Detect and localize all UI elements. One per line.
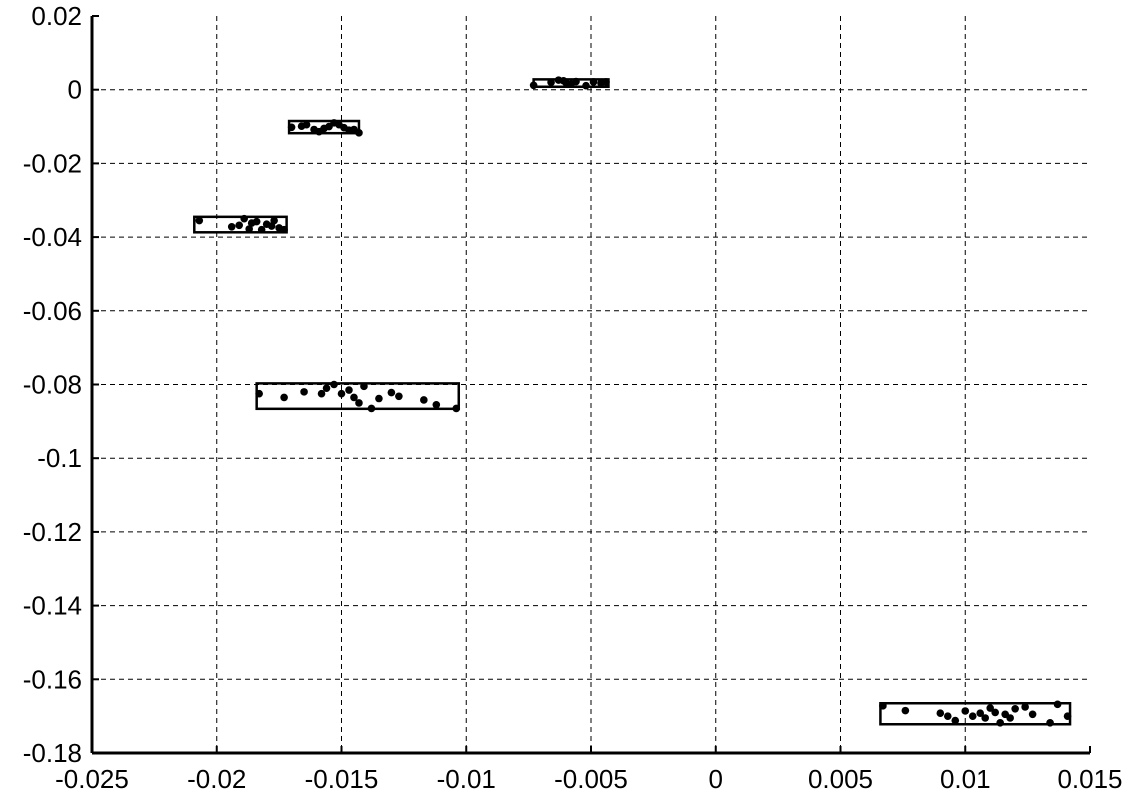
data-point xyxy=(996,718,1004,727)
data-point xyxy=(280,393,288,402)
data-point xyxy=(432,400,441,409)
y-tick-label: -0.08 xyxy=(23,370,82,400)
data-point xyxy=(350,393,358,402)
cluster-boxes xyxy=(193,78,1072,726)
data-point xyxy=(255,389,263,398)
y-tick-label: -0.1 xyxy=(37,443,82,473)
x-tick-label: 0.01 xyxy=(940,764,991,794)
x-tick-label: 0 xyxy=(709,764,723,794)
x-tick-label: 0.005 xyxy=(808,764,873,794)
data-point xyxy=(1028,710,1037,719)
data-point xyxy=(355,399,363,407)
y-tick-label: -0.12 xyxy=(23,517,82,547)
data-point xyxy=(452,404,461,413)
data-point xyxy=(529,81,538,90)
data-point xyxy=(602,78,610,86)
y-tick-label: -0.04 xyxy=(23,222,82,252)
data-point xyxy=(943,712,952,720)
y-tick-label: -0.06 xyxy=(23,296,82,326)
x-tick-label: -0.02 xyxy=(187,764,246,794)
data-point xyxy=(420,396,428,404)
data-point xyxy=(951,716,960,725)
data-point xyxy=(257,225,266,234)
data-point xyxy=(395,392,403,401)
data-point xyxy=(227,222,236,231)
data-point xyxy=(240,214,248,223)
data-point xyxy=(547,78,555,87)
data-point xyxy=(961,707,970,715)
data-point xyxy=(1046,718,1054,727)
data-point xyxy=(572,77,580,86)
data-point xyxy=(1053,700,1062,709)
data-point xyxy=(287,123,296,132)
data-point xyxy=(986,704,994,712)
data-point xyxy=(195,216,204,225)
data-point xyxy=(582,81,590,90)
y-tick-label: -0.14 xyxy=(23,591,82,621)
x-tick-label: -0.005 xyxy=(554,764,628,794)
data-point xyxy=(981,714,990,722)
data-point xyxy=(367,404,376,413)
tick-labels: -0.025 -0.02 -0.015 -0.01 -0.005 0 0.005 0.01 0.… xyxy=(23,1,1123,794)
data-point xyxy=(345,386,353,394)
x-tick-label: -0.01 xyxy=(437,764,496,794)
data-point xyxy=(968,712,977,720)
y-tick-label: -0.02 xyxy=(23,148,82,178)
data-point xyxy=(936,709,945,718)
data-point xyxy=(1006,714,1014,722)
grid xyxy=(92,16,1090,753)
x-tick-label: 0.015 xyxy=(1057,764,1122,794)
data-point xyxy=(317,389,326,398)
data-point xyxy=(270,216,278,225)
data-point xyxy=(355,129,363,137)
cluster-box xyxy=(193,215,288,234)
data-points xyxy=(195,76,1072,727)
data-point xyxy=(387,388,396,397)
data-point xyxy=(300,388,308,396)
y-tick-label: -0.18 xyxy=(23,738,82,768)
data-point xyxy=(879,702,887,710)
data-point xyxy=(901,706,910,715)
x-tick-label: -0.025 xyxy=(55,764,129,794)
data-point xyxy=(235,221,244,230)
y-tick-label: 0 xyxy=(68,75,82,105)
data-point xyxy=(976,709,985,718)
y-tick-label: -0.16 xyxy=(23,664,82,694)
data-point xyxy=(252,217,261,226)
data-point xyxy=(375,394,383,403)
data-point xyxy=(245,225,253,233)
data-point xyxy=(1021,703,1029,711)
data-point xyxy=(360,382,368,391)
data-point xyxy=(337,389,346,398)
x-tick-label: -0.015 xyxy=(305,764,379,794)
data-point xyxy=(330,380,338,389)
data-point xyxy=(1063,712,1072,720)
data-point xyxy=(589,78,598,86)
data-point xyxy=(280,225,288,234)
y-tick-label: 0.02 xyxy=(31,1,82,31)
data-point xyxy=(322,384,331,392)
data-point xyxy=(991,708,999,717)
data-point xyxy=(302,120,311,129)
data-point xyxy=(1011,704,1019,713)
